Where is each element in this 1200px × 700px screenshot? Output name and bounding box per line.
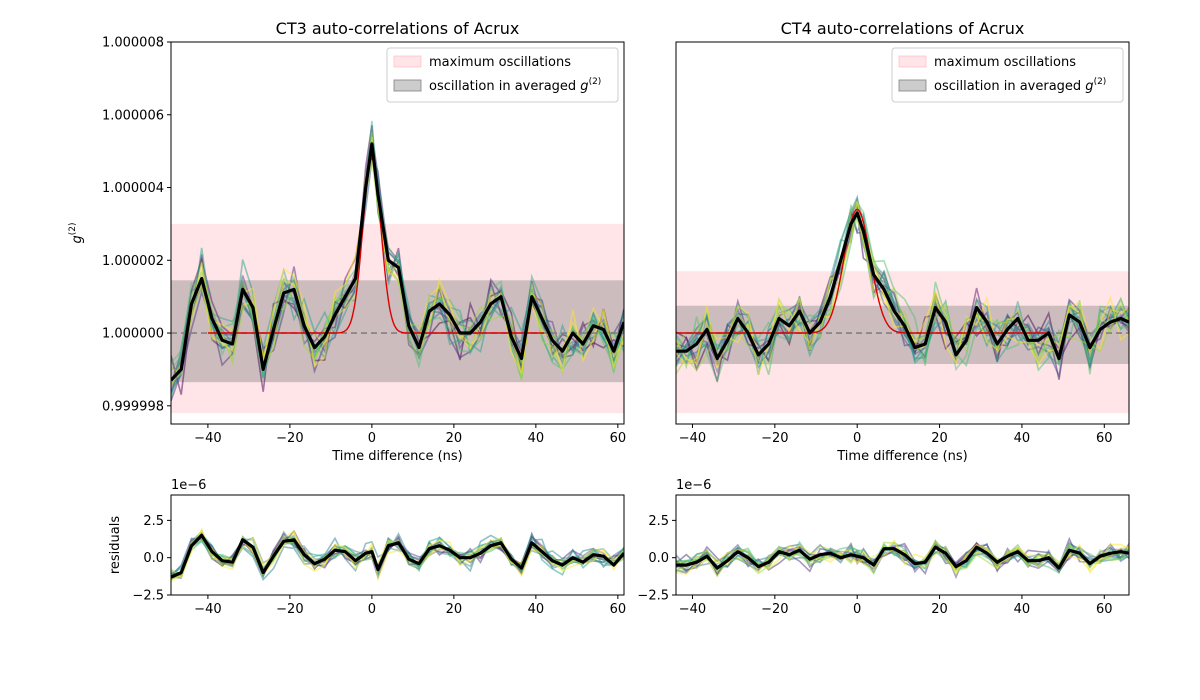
- axes-frame: [675, 494, 1130, 596]
- trace-6: [676, 541, 1129, 578]
- legend-label-avg-sup: (2): [1094, 77, 1107, 87]
- plot-area: [171, 120, 624, 414]
- x-tick-label: 40: [528, 602, 545, 617]
- x-tick-label: 40: [1014, 431, 1031, 446]
- x-tick-label: 0: [368, 431, 376, 446]
- y-tick-label: 1.000002: [102, 254, 164, 269]
- y-tick-label: 1.000006: [102, 108, 164, 123]
- gaussian-fit-line: [676, 208, 1047, 334]
- axes-frame: [170, 494, 625, 596]
- y-tick-label: 1.000008: [102, 36, 164, 51]
- legend-box: [891, 47, 1124, 103]
- plot-area: [676, 194, 1129, 414]
- x-tick-label: 0: [853, 431, 861, 446]
- y-tick-label: 0.0: [648, 551, 669, 566]
- y-tick-label: 0.999998: [102, 399, 164, 414]
- legend-label-avg: oscillation in averaged g(2): [429, 77, 601, 94]
- legend-swatch-max: [898, 55, 927, 68]
- x-tick-label: 40: [1014, 602, 1031, 617]
- legend-label-avg-sup: (2): [589, 77, 602, 87]
- x-tick-label: −40: [194, 602, 221, 617]
- x-tick-label: 40: [528, 431, 545, 446]
- x-tick-label: −40: [194, 431, 221, 446]
- x-tick-label: −20: [276, 602, 303, 617]
- ct4-autocorrelation-panel: −40 −20 0 20 40 60 CT4 auto-correlations of Ac…: [675, 19, 1130, 464]
- legend-label-max: maximum oscillations: [934, 55, 1076, 70]
- y-axis-label: g(2): [68, 222, 85, 243]
- trace-7: [171, 137, 624, 387]
- x-tick-label: −20: [276, 431, 303, 446]
- trace-6: [171, 159, 624, 382]
- averaged-trace-line: [676, 545, 1129, 570]
- x-tick-label: −20: [761, 602, 788, 617]
- x-tick-label: 20: [931, 602, 948, 617]
- axis-offset-label: 1e−6: [676, 478, 711, 493]
- y-tick-label: 2.5: [648, 514, 669, 529]
- x-tick-label: 0: [368, 602, 376, 617]
- axis-offset-label: 1e−6: [171, 478, 206, 493]
- legend-swatch-max: [393, 55, 422, 68]
- ct3-residuals-panel: −40 −20 0 20 40 60 −2.5 0.0 2.5 1e−6 residuals: [108, 478, 626, 617]
- plot-area: [676, 536, 1129, 580]
- y-axis-label: residuals: [108, 516, 123, 575]
- y-tick-label: 1.000004: [102, 181, 164, 196]
- y-axis-label-main: g: [70, 235, 85, 243]
- x-tick-label: 60: [1096, 602, 1113, 617]
- x-tick-label: 20: [446, 602, 463, 617]
- trace-b-3: [171, 530, 624, 577]
- x-tick-label: −40: [679, 602, 706, 617]
- plot-area: [171, 527, 624, 583]
- x-tick-label: 60: [1096, 431, 1113, 446]
- x-tick-label: −20: [761, 431, 788, 446]
- x-axis-label: Time difference (ns): [331, 449, 463, 464]
- trace-5: [676, 539, 1129, 574]
- x-tick-label: 60: [610, 602, 627, 617]
- y-tick-label: 0.0: [143, 551, 164, 566]
- legend-label-avg-text: oscillation in averaged: [429, 79, 580, 94]
- axes-frame: [675, 41, 1130, 425]
- ct4-residuals-panel: −40 −20 0 20 40 60 −2.5 0.0 2.5 1e−6: [637, 478, 1130, 617]
- y-tick-label: −2.5: [132, 589, 164, 604]
- axes-frame: [170, 41, 625, 425]
- chart-title: CT4 auto-correlations of Acrux: [781, 19, 1025, 38]
- legend-label-avg-text: oscillation in averaged: [934, 79, 1085, 94]
- y-axis-label-sup: (2): [68, 222, 78, 235]
- averaged-trace-line: [171, 142, 624, 382]
- x-axis-label: Time difference (ns): [836, 449, 968, 464]
- chart-title: CT3 auto-correlations of Acrux: [276, 19, 520, 38]
- legend-label-avg: oscillation in averaged g(2): [934, 77, 1106, 94]
- averaged-trace-line: [171, 533, 624, 579]
- x-tick-label: 60: [610, 431, 627, 446]
- x-tick-label: 20: [931, 431, 948, 446]
- trace-b-5: [676, 200, 1129, 372]
- x-tick-label: 0: [853, 602, 861, 617]
- legend-label-avg-g: g: [580, 79, 588, 94]
- legend-swatch-avg: [393, 79, 422, 92]
- y-tick-label: 2.5: [143, 514, 164, 529]
- legend-label-avg-g: g: [1085, 79, 1093, 94]
- x-tick-label: −40: [679, 431, 706, 446]
- averaged-trace-line: [676, 211, 1129, 361]
- legend-swatch-avg: [898, 79, 927, 92]
- legend-box: [386, 47, 619, 103]
- y-tick-label: −2.5: [637, 589, 669, 604]
- x-tick-label: 20: [446, 431, 463, 446]
- ct3-autocorrelation-panel: −40 −20 0 20 40 60 0.999998 1.000000 1.000002 1.0…: [68, 19, 626, 464]
- legend-label-max: maximum oscillations: [429, 55, 571, 70]
- y-tick-label: 1.000000: [102, 327, 164, 342]
